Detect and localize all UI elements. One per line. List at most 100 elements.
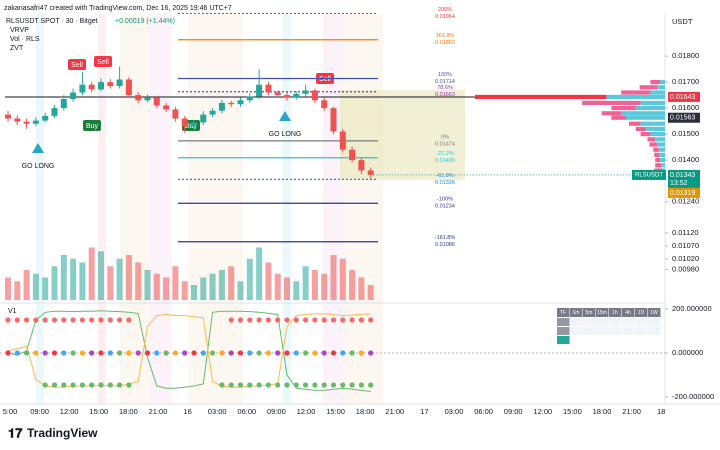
trend-dot [265, 350, 271, 356]
table-header: 5m [586, 310, 593, 316]
profile-buy [660, 80, 665, 85]
table-cell [596, 327, 609, 335]
profile-sell [650, 80, 661, 85]
fib-price: 0.01863 [435, 40, 455, 46]
signal-dot [5, 317, 11, 323]
candle-body [237, 100, 244, 105]
profile-sell [639, 85, 658, 90]
table-cell [596, 318, 609, 326]
x-tick-label: 09:00 [504, 407, 523, 416]
band [283, 14, 291, 404]
trend-dot [219, 350, 225, 356]
table-cell [596, 308, 609, 317]
y-tick-label: -200.000000 [672, 392, 714, 401]
profile-sell [601, 111, 622, 116]
profile-sell [655, 158, 661, 163]
trend-dot [24, 350, 30, 356]
volume-bar [200, 277, 207, 300]
volume-bar [51, 266, 58, 300]
signal-dot [51, 382, 58, 388]
trend-dot [200, 350, 206, 356]
y-tick-label: 0.01120 [672, 228, 699, 237]
fib-price: 0.01964 [435, 14, 455, 20]
volume-bar [321, 273, 328, 300]
x-tick-label: 15:00 [89, 407, 108, 416]
candle-body [349, 149, 356, 161]
trend-dot [330, 350, 337, 356]
y-tick-label: 0.01070 [672, 241, 699, 250]
profile-sell [628, 121, 641, 126]
trend-dot [42, 350, 48, 356]
table-cell [557, 318, 570, 326]
sell-label: Sell [97, 59, 109, 66]
volume-bar [172, 266, 179, 300]
candle-body [60, 99, 67, 109]
profile-sell [582, 100, 641, 106]
volume-bar [218, 270, 225, 300]
signal-dot [237, 382, 244, 388]
signal-dot [89, 382, 95, 388]
y-tick-label: 0.01500 [672, 129, 699, 138]
table-cell [609, 327, 622, 335]
table-cell [557, 336, 570, 344]
candle-body [367, 170, 374, 175]
x-tick-label: 21:00 [385, 407, 404, 416]
signal-dot [98, 317, 104, 323]
volume-bar [293, 281, 300, 300]
profile-sell [654, 152, 660, 158]
signal-dot [61, 382, 67, 388]
signal-dot [33, 382, 38, 387]
volume-bar [302, 266, 309, 300]
profile-buy [640, 121, 665, 126]
trend-dot [135, 350, 141, 356]
volume-bar [23, 270, 30, 300]
signal-dot [256, 382, 262, 388]
x-tick-label: 06:00 [474, 407, 493, 416]
candle-body [209, 110, 216, 115]
volume-bar [144, 270, 151, 300]
x-tick-label: 12:00 [533, 407, 552, 416]
signal-dot [368, 382, 374, 388]
table-header: 15m [597, 310, 607, 316]
trend-dot [275, 350, 281, 356]
candle-body [144, 97, 151, 101]
band [98, 14, 106, 404]
signal-dot [24, 382, 29, 387]
go-long-arrow [279, 111, 291, 121]
volume-bar [153, 273, 160, 300]
signal-dot [275, 317, 281, 323]
volume-bar [209, 273, 216, 300]
candle-body [330, 108, 337, 132]
y-tick-label: 0.01400 [672, 155, 699, 164]
profile-sell [649, 142, 658, 147]
table-cell [635, 318, 648, 326]
signal-dot [312, 317, 318, 323]
trend-dot [284, 350, 290, 356]
price-tag [668, 169, 700, 188]
profile-sell [635, 126, 646, 132]
profile-buy [635, 106, 665, 111]
table-cell [622, 327, 635, 335]
price-tag [668, 91, 700, 102]
table-cell [583, 318, 596, 326]
volume-bar [181, 281, 188, 300]
volume-bar [237, 281, 244, 300]
volume-bar [107, 266, 114, 300]
candle-body [246, 96, 253, 101]
countdown: 13:52 [670, 180, 688, 187]
signal-dot [42, 382, 48, 388]
volume-bar [163, 277, 170, 300]
profile-sell [655, 163, 662, 168]
logo-mark: 𝟏𝟕 [8, 425, 23, 440]
candle-body [116, 79, 123, 87]
sell-badge [68, 59, 86, 70]
candle-body [181, 118, 188, 127]
table-cell [609, 318, 622, 326]
table-header: 1W [650, 310, 658, 316]
candle-body [191, 122, 197, 127]
volume-bar [256, 247, 263, 300]
signal-dot [284, 317, 290, 323]
signal-dot [70, 382, 76, 388]
table-header: 1h [612, 310, 618, 316]
profile-buy [659, 147, 665, 152]
